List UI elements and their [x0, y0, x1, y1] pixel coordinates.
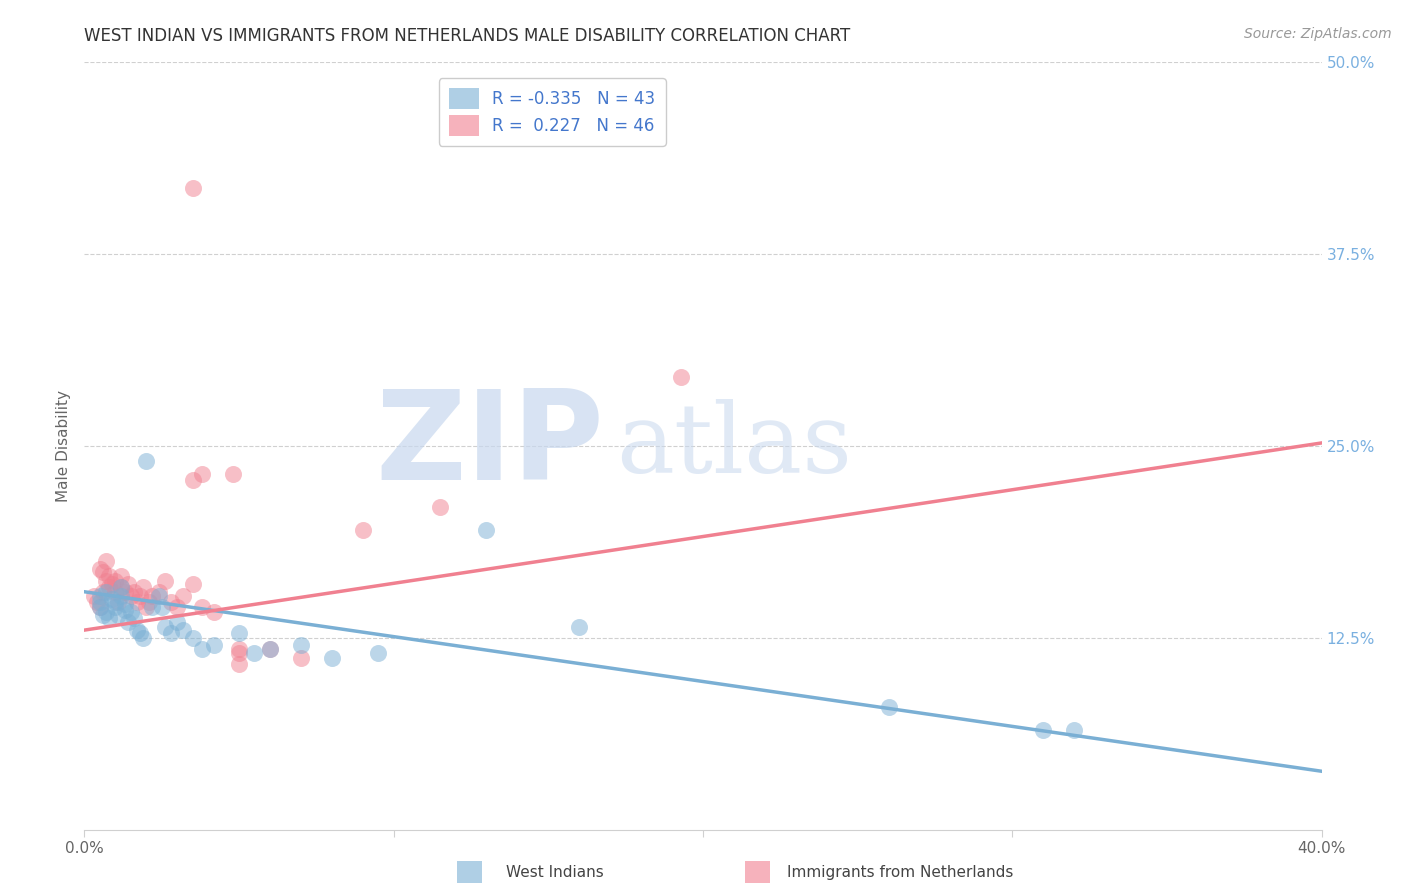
Text: WEST INDIAN VS IMMIGRANTS FROM NETHERLANDS MALE DISABILITY CORRELATION CHART: WEST INDIAN VS IMMIGRANTS FROM NETHERLAN… [84, 27, 851, 45]
Point [877, 699, 900, 714]
Point [228, 646, 250, 660]
Point [89, 600, 111, 615]
Point [135, 454, 157, 468]
Point [129, 590, 152, 604]
Point [150, 600, 173, 615]
Point [122, 611, 145, 625]
Point [1063, 723, 1085, 737]
Point [172, 623, 194, 637]
Point [110, 580, 132, 594]
Point [107, 607, 129, 622]
Point [114, 597, 136, 611]
Point [125, 595, 148, 609]
Point [98, 611, 121, 625]
Point [101, 577, 124, 591]
Point [290, 650, 312, 665]
Point [91, 565, 114, 579]
Point [259, 641, 281, 656]
Point [110, 590, 132, 604]
Point [191, 467, 214, 481]
Point [125, 623, 148, 637]
Point [98, 580, 121, 594]
Point [91, 607, 114, 622]
Point [117, 615, 139, 630]
Point [148, 590, 170, 604]
Point [132, 631, 155, 645]
Point [367, 646, 389, 660]
Point [222, 467, 245, 481]
Text: ZIP: ZIP [375, 385, 605, 507]
Point [228, 657, 250, 671]
Point [228, 641, 250, 656]
Point [191, 600, 214, 615]
Point [181, 473, 204, 487]
Point [135, 600, 157, 615]
Point [181, 631, 204, 645]
Point [122, 584, 145, 599]
Point [114, 603, 136, 617]
Point [172, 590, 194, 604]
Point [104, 595, 127, 609]
Legend: R = -0.335   N = 43, R =  0.227   N = 46: R = -0.335 N = 43, R = 0.227 N = 46 [439, 78, 665, 145]
Point [153, 574, 176, 588]
Point [89, 595, 111, 609]
Point [141, 590, 163, 604]
Point [352, 524, 374, 538]
Point [1032, 723, 1054, 737]
Point [191, 641, 214, 656]
Point [114, 584, 136, 599]
Point [107, 595, 129, 609]
Point [166, 600, 188, 615]
Text: Immigrants from Netherlands: Immigrants from Netherlands [787, 865, 1014, 880]
Point [202, 605, 225, 619]
Point [148, 584, 170, 599]
Point [83, 590, 105, 604]
Point [132, 580, 155, 594]
Point [671, 370, 693, 384]
Point [202, 639, 225, 653]
Point [160, 626, 183, 640]
Point [568, 620, 591, 634]
Point [94, 554, 117, 568]
Point [138, 595, 160, 609]
Point [120, 605, 142, 619]
Point [89, 562, 111, 576]
Point [259, 641, 281, 656]
Point [141, 600, 163, 615]
Point [91, 584, 114, 599]
Point [160, 595, 183, 609]
Point [104, 584, 127, 599]
Text: atlas: atlas [616, 399, 852, 493]
Point [86, 595, 108, 609]
Point [181, 181, 204, 195]
Point [89, 600, 111, 615]
Point [290, 639, 312, 653]
Point [94, 574, 117, 588]
Point [181, 577, 204, 591]
Point [243, 646, 266, 660]
Point [104, 574, 127, 588]
Y-axis label: Male Disability: Male Disability [56, 390, 72, 502]
Point [110, 580, 132, 594]
Point [110, 569, 132, 583]
Point [94, 605, 117, 619]
Point [94, 584, 117, 599]
Point [89, 590, 111, 604]
Text: Source: ZipAtlas.com: Source: ZipAtlas.com [1244, 27, 1392, 41]
Point [153, 620, 176, 634]
Point [101, 592, 124, 607]
Point [321, 650, 343, 665]
Text: West Indians: West Indians [506, 865, 605, 880]
Point [117, 577, 139, 591]
Point [98, 569, 121, 583]
Point [228, 626, 250, 640]
Point [129, 626, 152, 640]
Point [429, 500, 451, 515]
Point [104, 600, 127, 615]
Point [166, 615, 188, 630]
Point [120, 590, 142, 604]
Point [475, 524, 498, 538]
